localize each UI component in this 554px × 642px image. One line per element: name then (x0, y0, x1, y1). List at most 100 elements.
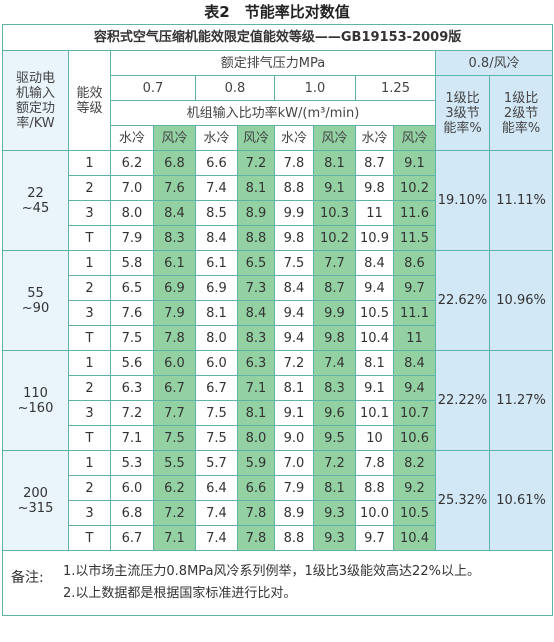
ratio-1v2: 10.96% (488, 250, 554, 351)
level-cell: 1 (68, 150, 111, 176)
energy-table: 容积式空气压缩机能效限定值能效等级——GB19153-2009版 驱动电 机输入 额定… (1, 24, 554, 616)
value-cell: 8.8 (355, 475, 394, 501)
ratio-header: 1级比 2级节 能率% (488, 75, 554, 151)
table-row: T 6.7 7.1 7.4 7.8 8.8 9.3 9.7 10.4 (3, 525, 553, 551)
value-cell: 9.9 (274, 200, 314, 226)
value-cell: 11.1 (393, 300, 436, 326)
table-row: 3 7.2 7.7 7.5 8.1 9.1 9.6 10.1 10.7 (3, 400, 553, 426)
value-cell: 6.2 (153, 475, 196, 501)
value-cell: 8.5 (195, 200, 238, 226)
value-cell: 8.4 (274, 275, 314, 301)
value-cell: 5.6 (110, 350, 154, 376)
value-cell: 7.4 (313, 350, 356, 376)
pressure-value: 1.0 (274, 75, 356, 101)
value-cell: 8.0 (110, 200, 154, 226)
level-cell: T (68, 525, 111, 551)
value-cell: 7.2 (153, 500, 196, 526)
table-row: 22 ~45 1 6.2 6.8 6.6 7.2 7.8 8.1 8.7 9.1 19.10% 11.1… (2, 150, 554, 251)
pressure-value: 1.25 (355, 75, 436, 101)
cell-line: 3级节 (445, 105, 480, 121)
value-cell: 8.1 (237, 175, 275, 201)
value-cell: 7.8 (355, 450, 394, 476)
cell-line: ~90 (21, 300, 50, 316)
value-cell: 8.8 (237, 225, 275, 251)
value-cell: 8.0 (237, 425, 275, 451)
level-cell: 2 (68, 175, 111, 201)
value-cell: 7.1 (153, 525, 196, 551)
value-cell: 6.1 (195, 250, 238, 276)
level-cell: 1 (68, 350, 111, 376)
cell-line: 2级节 (503, 105, 539, 121)
value-cell: 6.5 (237, 250, 275, 276)
power-header: 驱动电 机输入 额定功 率/KW (2, 50, 69, 151)
value-cell: 9.1 (355, 375, 394, 401)
power-range: 110 ~160 (2, 350, 69, 451)
value-cell: 7.2 (110, 400, 154, 426)
table-row: 55 ~90 1 5.8 6.1 6.1 6.5 7.5 7.7 8.4 8.6 22.62% 10.9… (2, 250, 554, 351)
value-cell: 7.4 (195, 500, 238, 526)
value-cell: 7.5 (195, 400, 238, 426)
note-item: 2.以上数据都是根据国家标准进行比对。 (63, 586, 297, 601)
cooling-header: 水冷 (110, 125, 154, 151)
value-cell: 7.9 (153, 300, 196, 326)
cell-line: 机输入 (15, 85, 55, 101)
value-cell: 6.4 (195, 475, 238, 501)
cell-line: 1级比 (503, 90, 539, 106)
value-cell: 7.9 (274, 475, 314, 501)
value-cell: 8.4 (237, 300, 275, 326)
value-cell: 5.5 (153, 450, 196, 476)
ratio-1v3: 19.10% (435, 150, 490, 251)
value-cell: 7.1 (237, 375, 275, 401)
ratio-1v3: 25.32% (435, 450, 490, 551)
level-cell: T (68, 425, 111, 451)
value-cell: 8.4 (195, 225, 238, 251)
value-cell: 7.5 (153, 425, 196, 451)
cell-line: 1级比 (445, 90, 480, 106)
cell-line: 能效 (76, 85, 103, 101)
value-cell: 8.4 (153, 200, 196, 226)
value-cell: 7.4 (195, 175, 238, 201)
value-cell: 7.5 (274, 250, 314, 276)
value-cell: 9.9 (313, 300, 356, 326)
value-cell: 9.3 (313, 500, 356, 526)
table-title: 表2 节能率比对数值 (204, 3, 350, 21)
value-cell: 7.6 (153, 175, 196, 201)
notes-items: 1.以市场主流压力0.8MPa风冷系列例举，1级比3级能效高达22%以上。 2.以… (63, 561, 480, 605)
value-cell: 8.0 (195, 325, 238, 351)
level-cell: 3 (68, 400, 111, 426)
level-cell: 1 (68, 450, 111, 476)
value-cell: 8.8 (274, 525, 314, 551)
value-cell: 7.8 (153, 325, 196, 351)
cell-line: ~315 (17, 500, 54, 516)
value-cell: 8.7 (313, 275, 356, 301)
pressure-value: 0.7 (110, 75, 196, 101)
cooling-header: 风冷 (393, 125, 436, 151)
table-row: T 7.9 8.3 8.4 8.8 9.8 10.2 10.9 11.5 (3, 225, 553, 251)
value-cell: 5.7 (195, 450, 238, 476)
level-cell: 2 (68, 475, 111, 501)
value-cell: 9.1 (274, 400, 314, 426)
value-cell: 11.5 (393, 225, 436, 251)
cooling-header: 风冷 (313, 125, 356, 151)
value-cell: 9.1 (313, 175, 356, 201)
table-row: 0.7 0.8 1.0 1.25 1级比 3级节 能率% 1级比 2级节 能率% (3, 75, 554, 151)
ratio-1v3: 22.22% (435, 350, 490, 451)
value-cell: 5.9 (237, 450, 275, 476)
cell-line: 能率% (501, 120, 541, 136)
ratio-group-header: 0.8/风冷 (434, 50, 554, 76)
value-cell: 5.8 (110, 250, 154, 276)
value-cell: 9.4 (274, 300, 314, 326)
pressure-value: 0.8 (195, 75, 275, 101)
value-cell: 8.8 (274, 175, 314, 201)
value-cell: 7.3 (237, 275, 275, 301)
value-cell: 8.3 (313, 375, 356, 401)
table-caption: 容积式空气压缩机能效限定值能效等级——GB19153-2009版 (1, 24, 554, 51)
value-cell: 9.5 (313, 425, 356, 451)
value-cell: 8.1 (274, 375, 314, 401)
value-cell: 9.4 (393, 375, 436, 401)
table-row: 驱动电 机输入 额定功 率/KW 能效 等级 额定排气压力MPa 0.8/风冷 (2, 50, 554, 151)
level-cell: 1 (68, 250, 111, 276)
value-cell: 7.2 (274, 350, 314, 376)
value-cell: 6.9 (153, 275, 196, 301)
value-cell: 9.1 (393, 150, 436, 176)
